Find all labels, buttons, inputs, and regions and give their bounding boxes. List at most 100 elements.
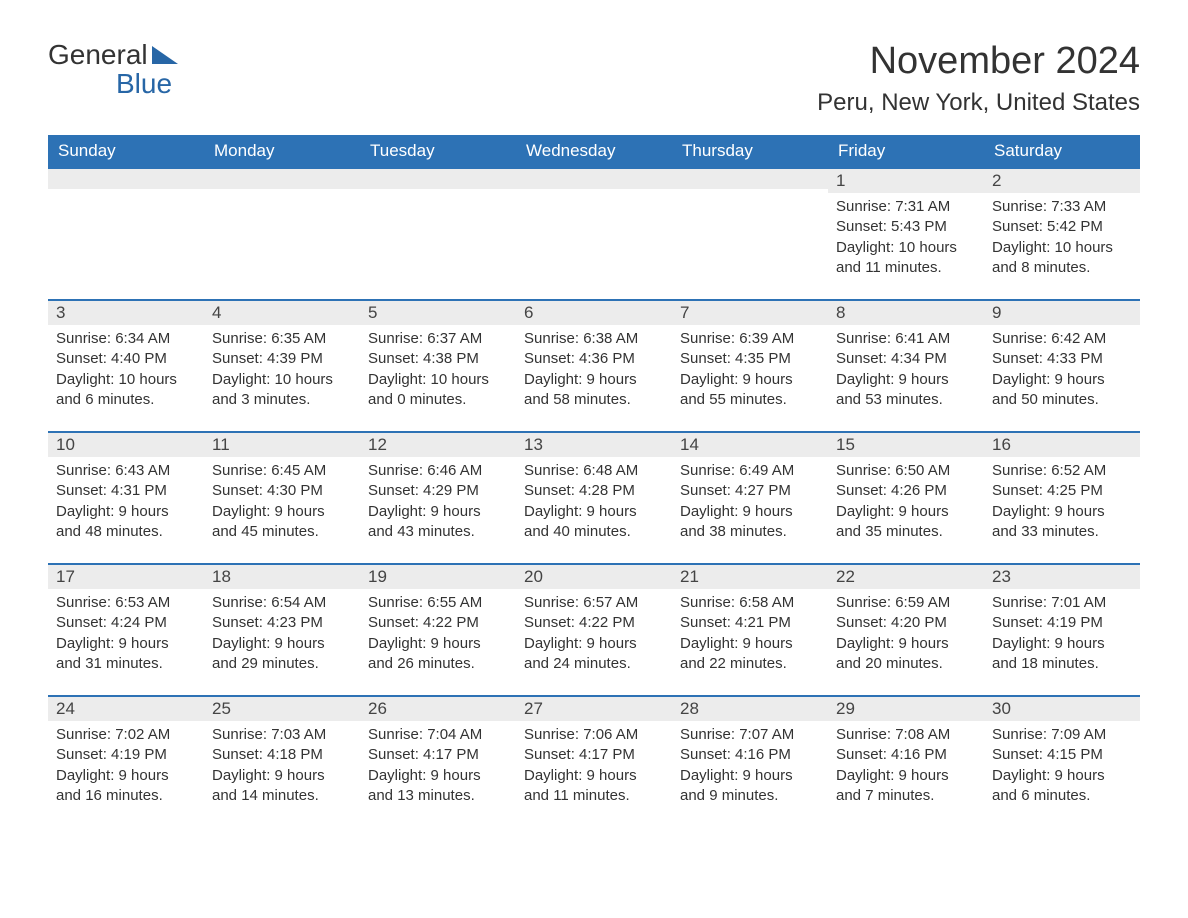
sunset-line-value: 4:29 PM bbox=[423, 482, 479, 499]
sunrise-line-label: Sunrise: bbox=[56, 594, 111, 611]
sunrise-line: Sunrise: 6:39 AM bbox=[680, 329, 820, 349]
sunset-line: Sunset: 4:18 PM bbox=[212, 745, 352, 765]
sunrise-line: Sunrise: 6:59 AM bbox=[836, 593, 976, 613]
day-number: 19 bbox=[360, 563, 516, 589]
day-cell: 1Sunrise: 7:31 AMSunset: 5:43 PMDaylight… bbox=[828, 167, 984, 299]
daylight-line: Daylight: 10 hours and 6 minutes. bbox=[56, 370, 196, 411]
sunrise-line: Sunrise: 7:03 AM bbox=[212, 725, 352, 745]
day-cell: 8Sunrise: 6:41 AMSunset: 4:34 PMDaylight… bbox=[828, 299, 984, 431]
sunset-line-value: 4:17 PM bbox=[423, 746, 479, 763]
day-cell: 2Sunrise: 7:33 AMSunset: 5:42 PMDaylight… bbox=[984, 167, 1140, 299]
sunrise-line-value: 6:53 AM bbox=[115, 594, 170, 611]
sunrise-line: Sunrise: 6:35 AM bbox=[212, 329, 352, 349]
blank-day-bar bbox=[516, 167, 672, 189]
daylight-line-label: Daylight: bbox=[680, 503, 738, 520]
daylight-line-label: Daylight: bbox=[992, 635, 1050, 652]
day-details: Sunrise: 6:48 AMSunset: 4:28 PMDaylight:… bbox=[516, 457, 672, 550]
sunset-line-value: 4:34 PM bbox=[891, 350, 947, 367]
daylight-line-label: Daylight: bbox=[992, 371, 1050, 388]
sunrise-line: Sunrise: 6:57 AM bbox=[524, 593, 664, 613]
sunset-line: Sunset: 4:26 PM bbox=[836, 481, 976, 501]
sunset-line-value: 4:27 PM bbox=[735, 482, 791, 499]
day-details: Sunrise: 6:58 AMSunset: 4:21 PMDaylight:… bbox=[672, 589, 828, 682]
sunset-line-label: Sunset: bbox=[368, 350, 419, 367]
day-details: Sunrise: 7:01 AMSunset: 4:19 PMDaylight:… bbox=[984, 589, 1140, 682]
sunrise-line: Sunrise: 7:07 AM bbox=[680, 725, 820, 745]
daylight-line-label: Daylight: bbox=[992, 239, 1050, 256]
sunrise-line-value: 7:33 AM bbox=[1051, 198, 1106, 215]
day-cell: 13Sunrise: 6:48 AMSunset: 4:28 PMDayligh… bbox=[516, 431, 672, 563]
sunset-line-value: 4:26 PM bbox=[891, 482, 947, 499]
sunset-line-label: Sunset: bbox=[836, 614, 887, 631]
sunrise-line: Sunrise: 6:55 AM bbox=[368, 593, 508, 613]
sunrise-line-label: Sunrise: bbox=[992, 330, 1047, 347]
sunrise-line-value: 6:46 AM bbox=[427, 462, 482, 479]
sunset-line: Sunset: 4:22 PM bbox=[524, 613, 664, 633]
day-number: 6 bbox=[516, 299, 672, 325]
sunrise-line: Sunrise: 6:42 AM bbox=[992, 329, 1132, 349]
weekday-header: Thursday bbox=[672, 135, 828, 167]
sunset-line: Sunset: 4:19 PM bbox=[992, 613, 1132, 633]
daylight-line-label: Daylight: bbox=[524, 371, 582, 388]
sunset-line: Sunset: 4:16 PM bbox=[680, 745, 820, 765]
logo-sail-icon bbox=[152, 46, 178, 64]
logo-word-2: Blue bbox=[48, 69, 178, 98]
sunrise-line: Sunrise: 7:33 AM bbox=[992, 197, 1132, 217]
sunset-line-value: 4:16 PM bbox=[891, 746, 947, 763]
day-number: 25 bbox=[204, 695, 360, 721]
weekday-header-row: SundayMondayTuesdayWednesdayThursdayFrid… bbox=[48, 135, 1140, 167]
day-number: 11 bbox=[204, 431, 360, 457]
daylight-line-label: Daylight: bbox=[524, 503, 582, 520]
daylight-line-label: Daylight: bbox=[836, 503, 894, 520]
sunset-line-label: Sunset: bbox=[836, 746, 887, 763]
daylight-line-label: Daylight: bbox=[680, 371, 738, 388]
sunset-line-value: 4:15 PM bbox=[1047, 746, 1103, 763]
day-cell: 7Sunrise: 6:39 AMSunset: 4:35 PMDaylight… bbox=[672, 299, 828, 431]
daylight-line-label: Daylight: bbox=[524, 767, 582, 784]
sunset-line-value: 4:39 PM bbox=[267, 350, 323, 367]
daylight-line: Daylight: 9 hours and 48 minutes. bbox=[56, 502, 196, 543]
day-cell: 21Sunrise: 6:58 AMSunset: 4:21 PMDayligh… bbox=[672, 563, 828, 695]
weekday-header: Monday bbox=[204, 135, 360, 167]
weekday-header: Friday bbox=[828, 135, 984, 167]
day-details: Sunrise: 7:06 AMSunset: 4:17 PMDaylight:… bbox=[516, 721, 672, 814]
sunset-line-label: Sunset: bbox=[680, 614, 731, 631]
sunrise-line-value: 7:09 AM bbox=[1051, 726, 1106, 743]
day-cell: 25Sunrise: 7:03 AMSunset: 4:18 PMDayligh… bbox=[204, 695, 360, 827]
day-details: Sunrise: 6:50 AMSunset: 4:26 PMDaylight:… bbox=[828, 457, 984, 550]
daylight-line-label: Daylight: bbox=[212, 371, 270, 388]
blank-day-bar bbox=[48, 167, 204, 189]
sunrise-line: Sunrise: 6:49 AM bbox=[680, 461, 820, 481]
daylight-line-label: Daylight: bbox=[56, 371, 114, 388]
sunrise-line-label: Sunrise: bbox=[992, 726, 1047, 743]
day-number: 5 bbox=[360, 299, 516, 325]
location: Peru, New York, United States bbox=[817, 89, 1140, 117]
day-number: 22 bbox=[828, 563, 984, 589]
daylight-line: Daylight: 10 hours and 11 minutes. bbox=[836, 238, 976, 279]
daylight-line: Daylight: 9 hours and 58 minutes. bbox=[524, 370, 664, 411]
daylight-line-label: Daylight: bbox=[836, 767, 894, 784]
sunrise-line: Sunrise: 6:45 AM bbox=[212, 461, 352, 481]
sunset-line-value: 4:19 PM bbox=[111, 746, 167, 763]
sunset-line: Sunset: 4:38 PM bbox=[368, 349, 508, 369]
sunset-line: Sunset: 4:29 PM bbox=[368, 481, 508, 501]
day-details: Sunrise: 6:39 AMSunset: 4:35 PMDaylight:… bbox=[672, 325, 828, 418]
daylight-line-label: Daylight: bbox=[680, 635, 738, 652]
empty-cell bbox=[204, 167, 360, 299]
sunrise-line-label: Sunrise: bbox=[992, 198, 1047, 215]
sunrise-line-value: 6:49 AM bbox=[739, 462, 794, 479]
sunrise-line-label: Sunrise: bbox=[368, 462, 423, 479]
daylight-line: Daylight: 10 hours and 3 minutes. bbox=[212, 370, 352, 411]
daylight-line-label: Daylight: bbox=[836, 239, 894, 256]
daylight-line: Daylight: 9 hours and 31 minutes. bbox=[56, 634, 196, 675]
day-details: Sunrise: 6:55 AMSunset: 4:22 PMDaylight:… bbox=[360, 589, 516, 682]
sunset-line: Sunset: 4:15 PM bbox=[992, 745, 1132, 765]
title-block: November 2024 Peru, New York, United Sta… bbox=[817, 40, 1140, 117]
sunset-line: Sunset: 4:20 PM bbox=[836, 613, 976, 633]
day-number: 3 bbox=[48, 299, 204, 325]
day-number: 21 bbox=[672, 563, 828, 589]
sunset-line: Sunset: 4:30 PM bbox=[212, 481, 352, 501]
sunset-line: Sunset: 4:34 PM bbox=[836, 349, 976, 369]
blank-day-bar bbox=[204, 167, 360, 189]
day-details: Sunrise: 6:57 AMSunset: 4:22 PMDaylight:… bbox=[516, 589, 672, 682]
